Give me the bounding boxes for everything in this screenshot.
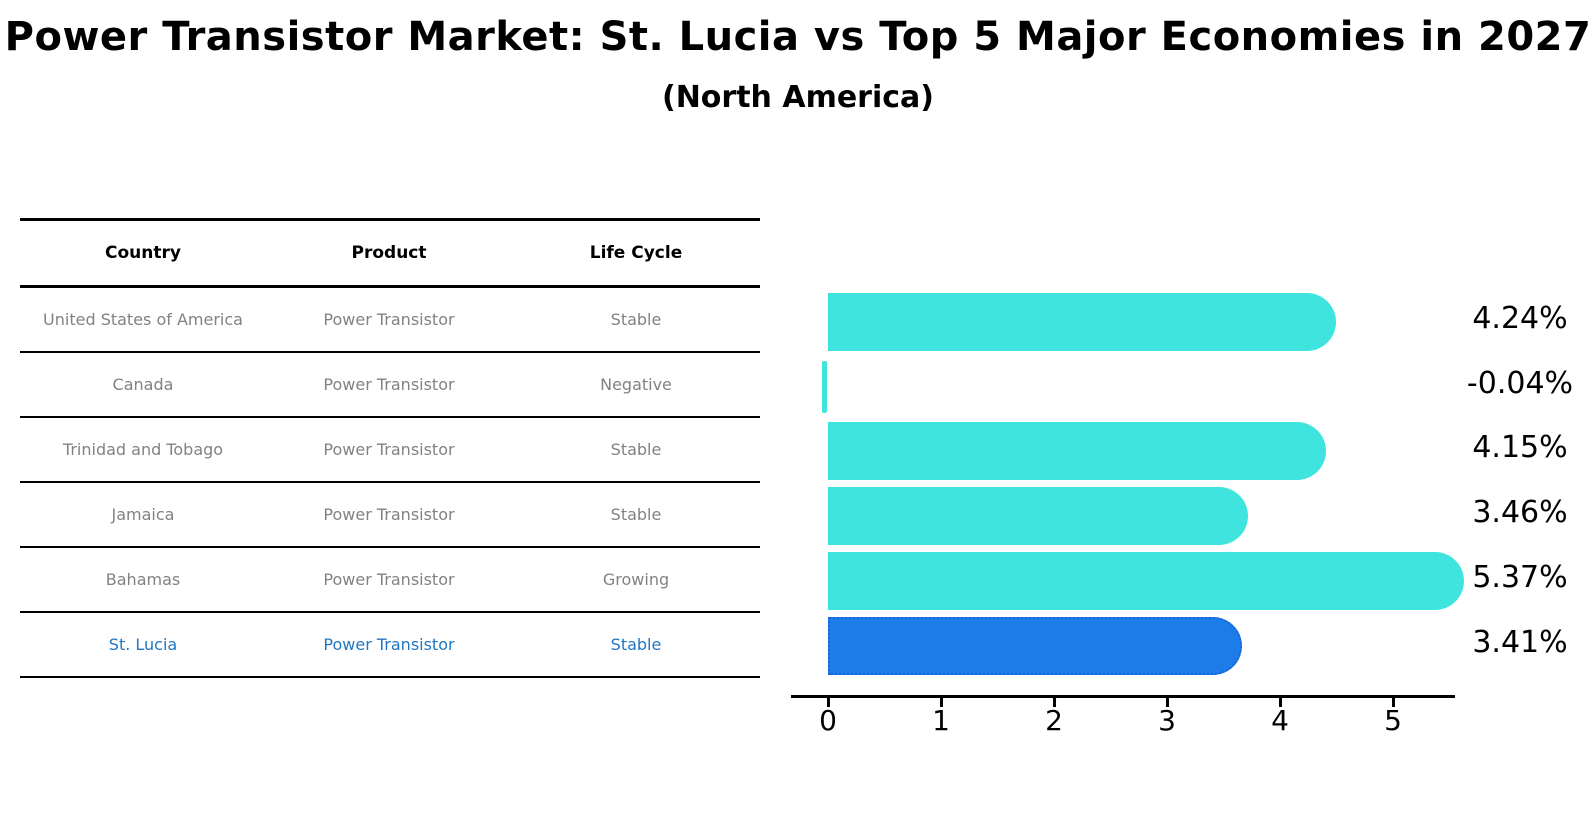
x-tick-label-5: 5 [1384,704,1402,737]
chart-title: Power Transistor Market: St. Lucia vs To… [4,14,1592,60]
cell-life-cycle: Growing [602,570,670,589]
bar-st-lucia [828,617,1243,675]
chart-subtitle: (North America) [661,80,934,115]
value-label-bahamas: 5.37% [1472,560,1568,595]
value-label-canada: -0.04% [1466,366,1574,401]
bar-jamaica [828,487,1248,545]
x-tick-label-0: 0 [819,704,837,737]
value-label-st-lucia: 3.41% [1472,625,1568,660]
cell-life-cycle: Stable [610,505,662,524]
cell-life-cycle: Stable [610,440,662,459]
cell-life-cycle: Stable [610,310,662,329]
cell-product: Power Transistor [323,375,455,394]
value-label-jamaica: 3.46% [1472,495,1568,530]
bar-bahamas [828,552,1464,610]
cell-country: Trinidad and Tobago [62,440,224,459]
country-table: Country Product Life Cycle United States… [20,218,760,678]
cell-life-cycle: Stable [610,635,662,654]
bar-canada [822,361,827,413]
header-product: Product [351,243,427,263]
cell-country: Bahamas [105,570,181,589]
cell-product: Power Transistor [323,310,455,329]
table-row-st-lucia: St. Lucia Power Transistor Stable [20,613,760,678]
table-row-trinidad-and-tobago: Trinidad and Tobago Power Transistor Sta… [20,418,760,483]
x-tick-label-3: 3 [1158,704,1176,737]
bar-united-states-of-america [828,293,1337,351]
value-label-trinidad-and-tobago: 4.15% [1472,430,1568,465]
table-row-usa: United States of America Power Transisto… [20,288,760,353]
table-header-row: Country Product Life Cycle [20,221,760,288]
cell-product: Power Transistor [323,635,455,654]
cell-country: St. Lucia [108,635,178,654]
x-tick-label-4: 4 [1271,704,1289,737]
x-tick-label-1: 1 [932,704,950,737]
cell-product: Power Transistor [323,505,455,524]
cell-product: Power Transistor [323,440,455,459]
x-axis-line [791,695,1455,698]
x-tick-mark [1392,698,1395,707]
x-tick-label-2: 2 [1045,704,1063,737]
cell-country: Jamaica [111,505,175,524]
cell-life-cycle: Negative [600,375,672,394]
bar-trinidad-and-tobago [828,422,1326,480]
header-life-cycle: Life Cycle [589,243,683,263]
cell-country: Canada [112,375,174,394]
table-row-jamaica: Jamaica Power Transistor Stable [20,483,760,548]
value-label-united-states-of-america: 4.24% [1472,301,1568,336]
x-tick-mark [940,698,943,707]
header-country: Country [105,243,181,263]
x-tick-mark [1279,698,1282,707]
cell-country: United States of America [43,310,243,329]
x-tick-mark [1053,698,1056,707]
x-tick-mark [827,698,830,707]
cell-product: Power Transistor [323,570,455,589]
table-row-bahamas: Bahamas Power Transistor Growing [20,548,760,613]
table-row-canada: Canada Power Transistor Negative [20,353,760,418]
x-tick-mark [1166,698,1169,707]
